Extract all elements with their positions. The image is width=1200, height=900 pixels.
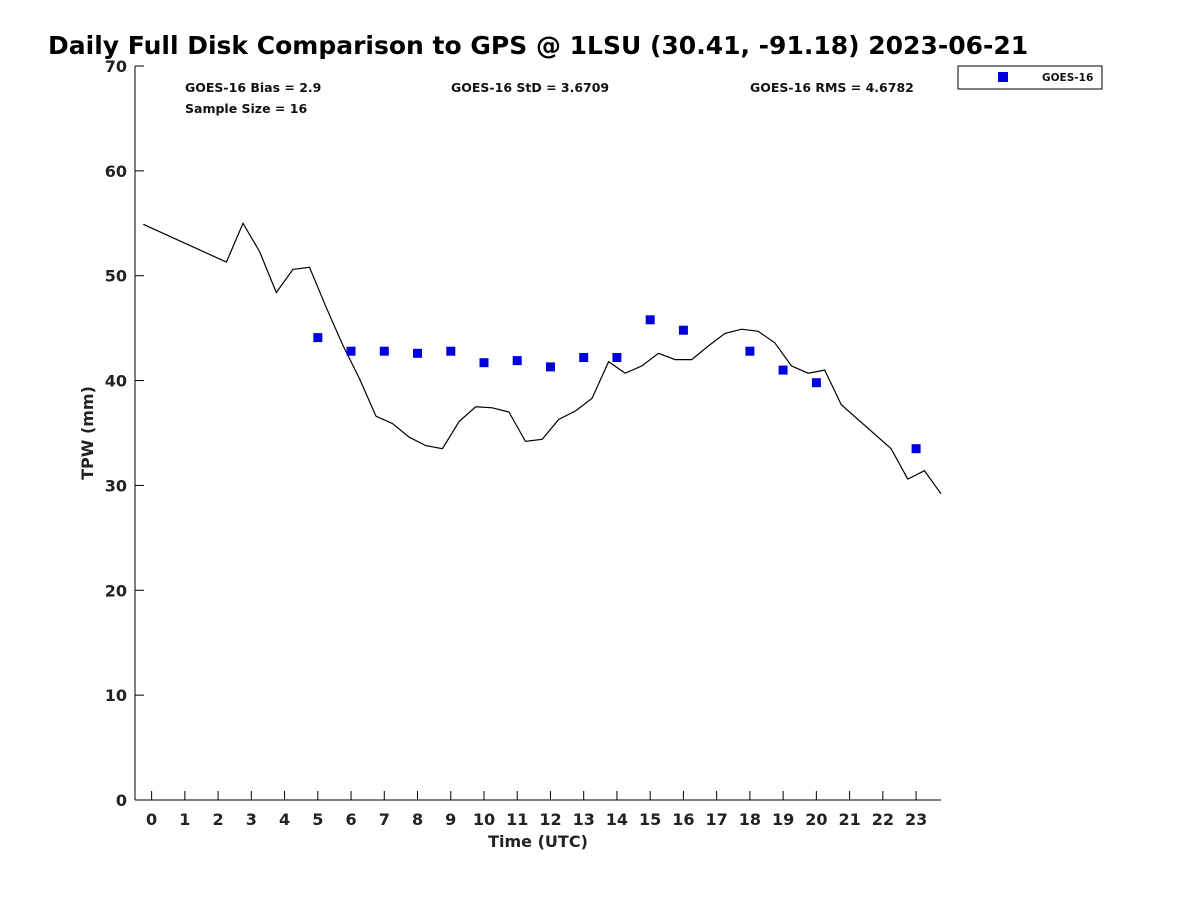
- goes-16-point: [911, 444, 921, 454]
- goes-16-point: [546, 362, 555, 372]
- y-axis-label: TPW (mm): [78, 386, 97, 480]
- x-tick-label: 3: [246, 810, 257, 829]
- y-tick-label: 50: [105, 267, 127, 286]
- x-tick-label: 4: [279, 810, 290, 829]
- x-tick-label: 17: [706, 810, 728, 829]
- gps-tpw-line: [143, 221, 942, 495]
- x-tick-label: 2: [213, 810, 224, 829]
- stat-bias: GOES-16 Bias = 2.9: [185, 80, 321, 95]
- x-tick-label: 12: [539, 810, 561, 829]
- goes-16-point: [612, 353, 622, 362]
- y-tick-label: 0: [116, 791, 127, 810]
- y-tick-label: 60: [105, 162, 127, 181]
- x-tick-label: 5: [312, 810, 323, 829]
- y-tick-label: 70: [105, 57, 127, 76]
- goes-16-point: [446, 346, 456, 356]
- goes-16-point: [645, 315, 655, 325]
- goes-16-point: [313, 333, 323, 343]
- goes-16-point: [413, 348, 422, 358]
- legend-marker-goes-16: [998, 72, 1008, 82]
- y-ticks: 0 10 20 30 40 50 60 70: [105, 57, 144, 810]
- x-tick-label: 22: [872, 810, 894, 829]
- x-tick-label: 9: [445, 810, 456, 829]
- y-tick-label: 20: [105, 581, 127, 600]
- y-tick-label: 30: [105, 476, 127, 495]
- goes-16-point: [512, 356, 522, 366]
- series-layer: [143, 221, 942, 495]
- x-tick-label: 16: [672, 810, 694, 829]
- legend-box: [957, 65, 1103, 90]
- legend-label-goes-16: GOES-16: [1042, 72, 1093, 84]
- goes-16-point: [745, 346, 755, 356]
- x-tick-label: 11: [506, 810, 528, 829]
- stat-std: GOES-16 StD = 3.6709: [451, 80, 609, 95]
- x-tick-label: 8: [412, 810, 423, 829]
- x-tick-label: 19: [772, 810, 794, 829]
- x-tick-label: 10: [473, 810, 495, 829]
- x-tick-label: 21: [838, 810, 860, 829]
- y-tick-label: 40: [105, 372, 127, 391]
- x-tick-label: 7: [379, 810, 390, 829]
- x-ticks: 0 1 2 3 4 5 6 7 8 9 10 11 12 13 14 15 16 17 18 19 20 21 22 23: [146, 791, 927, 829]
- x-tick-label: 0: [146, 810, 157, 829]
- x-tick-label: 13: [573, 810, 595, 829]
- x-tick-label: 14: [606, 810, 628, 829]
- goes-16-point: [678, 325, 688, 335]
- x-tick-label: 20: [805, 810, 827, 829]
- y-tick-label: 10: [105, 686, 127, 705]
- goes-16-point: [346, 346, 356, 356]
- goes-16-point: [479, 358, 489, 368]
- x-tick-label: 23: [905, 810, 927, 829]
- goes-16-point: [778, 365, 788, 375]
- goes-16-point: [811, 378, 821, 388]
- x-tick-label: 6: [345, 810, 356, 829]
- stat-sample-size: Sample Size = 16: [185, 101, 307, 116]
- goes-16-point: [579, 353, 589, 362]
- x-tick-label: 1: [179, 810, 190, 829]
- x-axis-label: Time (UTC): [488, 832, 588, 851]
- x-tick-label: 15: [639, 810, 661, 829]
- legend: GOES-16: [957, 65, 1103, 90]
- stat-rms: GOES-16 RMS = 4.6782: [750, 80, 914, 95]
- x-tick-label: 18: [739, 810, 761, 829]
- axes: [134, 66, 941, 801]
- goes-16-point: [379, 346, 389, 356]
- chart-title: Daily Full Disk Comparison to GPS @ 1LSU…: [48, 31, 1028, 60]
